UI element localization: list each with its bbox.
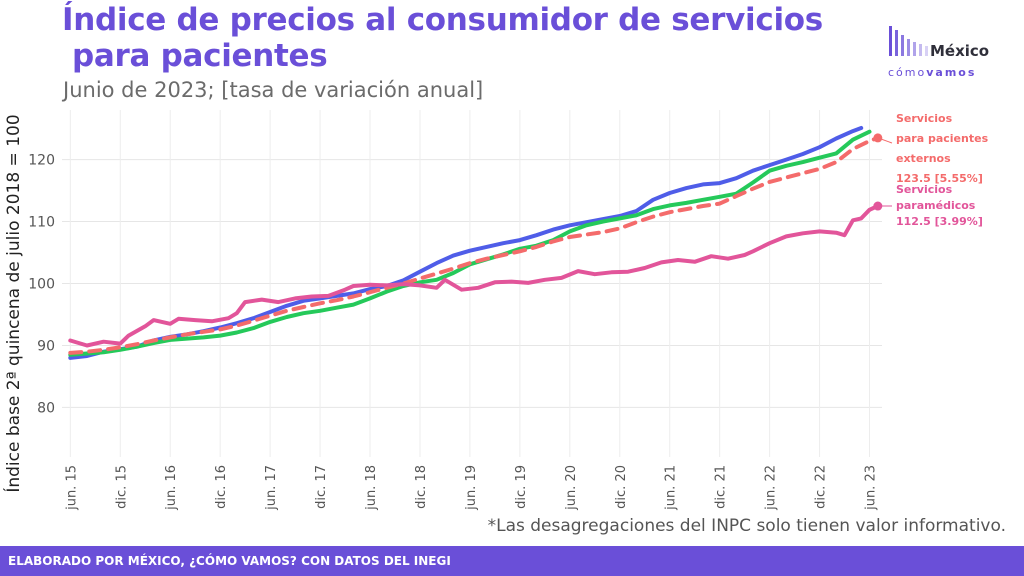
x-tick-label: dic. 21: [714, 465, 729, 509]
x-tick-label: jun. 15: [64, 465, 79, 511]
x-tick-label: dic. 18: [414, 465, 429, 509]
x-tick-label: jun. 19: [464, 465, 479, 511]
logo-word-como-vamos: cómovamos: [888, 66, 976, 79]
x-tick-label: dic. 16: [214, 465, 229, 509]
x-tick-label: dic. 19: [514, 465, 529, 509]
x-tick-label: jun. 21: [664, 465, 679, 511]
x-tick-label: jun. 16: [164, 465, 179, 511]
annotation-label: externos: [896, 152, 951, 165]
x-tick-label: dic. 17: [314, 465, 329, 509]
annotation-label: Servicios: [896, 183, 953, 196]
series-line-2: [68, 135, 880, 355]
x-tick-label: dic. 15: [114, 465, 129, 509]
annotation-label: Servicios: [896, 112, 953, 125]
x-tick-label: jun. 17: [264, 465, 279, 511]
annotation-label: paramédicos: [896, 199, 976, 212]
y-tick-label: 120: [28, 153, 55, 169]
x-tick-label: dic. 20: [614, 465, 629, 509]
x-tick-label: jun. 20: [564, 465, 579, 511]
logo-word-vamos: vamos: [926, 66, 977, 79]
chart-subtitle: Junio de 2023; [tasa de variación anual]: [63, 78, 484, 102]
y-axis-title: Índice base 2ª quincena de julio 2018 = …: [2, 114, 24, 492]
y-tick-label: 110: [28, 215, 55, 231]
annotation-connector: [877, 137, 893, 144]
chart-title-line2: para pacientes: [72, 38, 328, 74]
y-tick-label: 80: [37, 400, 55, 416]
logo-bars-icon: [889, 26, 928, 56]
y-tick-label: 100: [28, 277, 55, 293]
chart-title: Índice de precios al consumidor de servi…: [62, 2, 823, 74]
x-tick-label: dic. 22: [814, 465, 829, 509]
chart-title-line1: Índice de precios al consumidor de servi…: [62, 2, 823, 38]
series-line-3: [68, 204, 880, 348]
footnote: *Las desagregaciones del INPC solo tiene…: [487, 516, 1006, 536]
x-tick-label: jun. 22: [764, 465, 779, 511]
logo-word-mexico: México: [930, 42, 990, 60]
x-tick-label: jun. 18: [364, 465, 379, 511]
annotation-label: 123.5 [5.55%]: [896, 172, 983, 185]
annotation-label: 112.5 [3.99%]: [896, 215, 983, 228]
line-chart: 80 90 100 110 120 jun. 15 dic. 15 jun. 16 dic. 1…: [2, 110, 989, 511]
logo-word-como: cómo: [888, 66, 927, 79]
annotation-label: para pacientes: [896, 132, 989, 145]
series-line-0: [68, 126, 864, 360]
x-tick-label: jun. 23: [864, 465, 879, 511]
mexico-como-vamos-logo: México cómovamos: [888, 22, 1008, 84]
y-tick-label: 90: [37, 338, 55, 354]
footer-banner: ELABORADO POR MÉXICO, ¿CÓMO VAMOS? CON D…: [0, 546, 1024, 576]
